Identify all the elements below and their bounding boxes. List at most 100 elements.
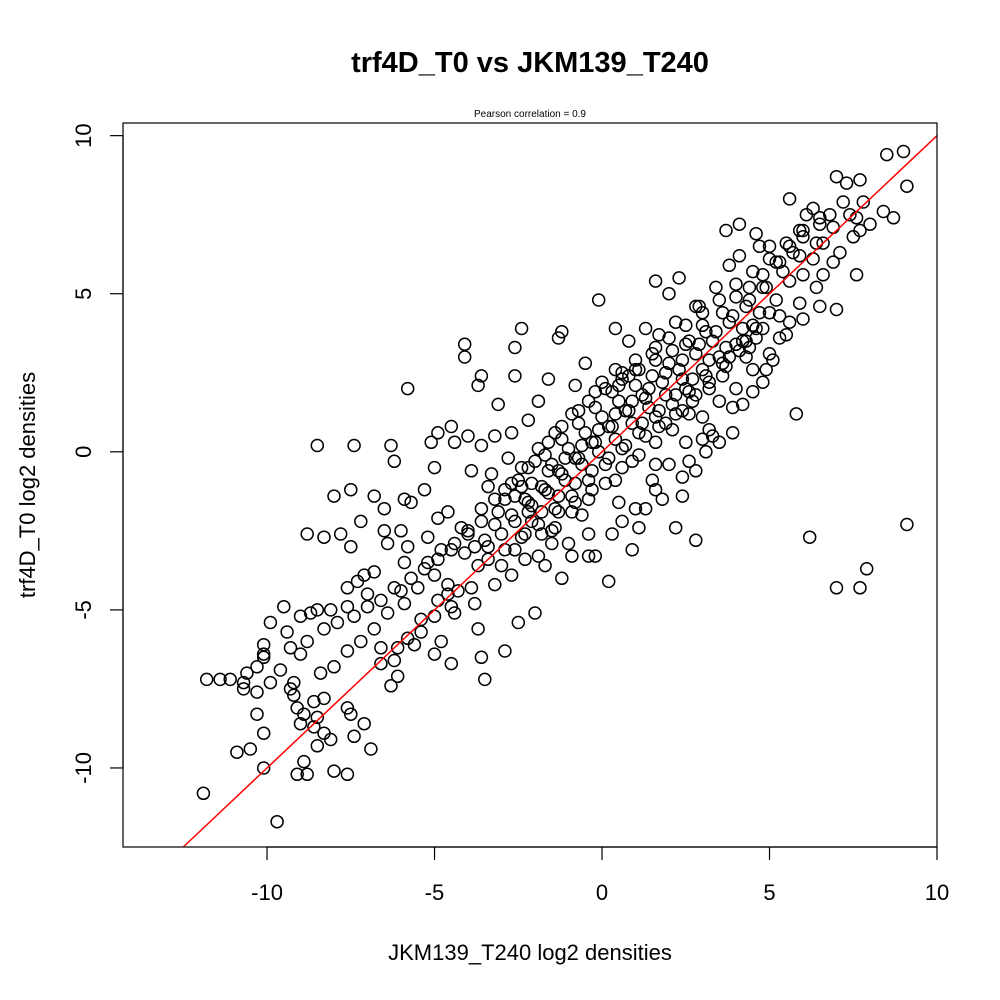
data-point [504,426,519,440]
data-point [628,353,643,367]
data-point [521,460,536,475]
data-point [387,581,402,595]
y-tick-label: -10 [71,752,96,784]
data-point [330,615,345,630]
data-point [581,492,596,506]
data-point [347,438,361,453]
data-point [471,558,485,573]
data-point [772,331,787,345]
data-point [685,394,700,408]
data-point [809,280,824,295]
data-point [608,473,623,488]
data-point [441,587,455,601]
data-point [729,381,743,396]
data-point [404,495,418,510]
data-point [504,476,519,491]
y-tick-label: 5 [71,288,96,300]
data-point [565,505,579,519]
data-point [555,432,569,446]
data-point [397,596,412,611]
data-point [632,426,646,440]
data-point [340,644,355,658]
data-point [350,574,365,589]
data-point [367,489,381,503]
data-point [782,315,797,329]
data-point [585,464,599,478]
data-point [354,514,368,529]
data-point [719,223,733,238]
data-point [601,451,616,465]
data-point [665,343,680,358]
data-point [223,672,237,687]
data-point [645,473,660,488]
data-point [236,675,251,690]
data-point [648,410,663,424]
data-point [461,527,475,541]
data-point [796,268,810,282]
data-point [829,169,844,184]
data-point [662,457,676,472]
data-point [679,337,693,352]
data-point [595,410,609,424]
data-point [494,558,509,573]
data-point [461,524,475,538]
data-point [658,366,673,380]
data-point [752,239,767,254]
data-point [256,650,271,665]
data-point [725,309,740,323]
data-point [843,207,857,222]
data-point [782,239,797,254]
data-point [689,347,703,361]
data-point [742,293,757,307]
data-point [638,391,653,405]
data-point [591,422,606,437]
data-point [541,372,556,386]
data-point [625,394,639,408]
data-point [571,416,586,431]
data-point [501,451,515,465]
data-point [816,268,830,282]
data-point [638,429,653,443]
data-point [645,369,660,383]
data-point [856,195,871,209]
data-point [555,571,569,586]
data-point [521,505,536,519]
data-point [682,407,696,421]
data-point [427,647,442,661]
data-point [508,543,522,557]
data-point [675,353,690,367]
data-point [859,562,874,576]
data-point [689,464,703,478]
data-point [344,482,358,497]
data-point [397,492,412,506]
data-point [655,375,670,389]
data-point [313,666,328,680]
data-point [668,520,683,535]
data-point [277,599,291,614]
data-point [816,236,830,250]
data-point [250,707,264,721]
x-tick-label: 10 [925,880,949,905]
data-point [612,495,626,510]
data-point [746,362,760,377]
data-point [732,343,747,358]
data-point [709,280,723,295]
data-point [344,539,358,554]
data-point [213,672,227,687]
data-point [675,372,690,386]
data-point [565,549,579,563]
data-point [561,536,576,551]
data-point [380,606,395,620]
data-point [722,258,737,273]
data-point [541,464,556,478]
data-point [478,533,492,548]
data-point [447,606,462,620]
data-point [414,625,428,639]
x-tick-label: 5 [763,880,775,905]
data-point [826,255,840,269]
data-point [377,524,392,538]
data-point [256,726,271,740]
data-point [578,426,593,440]
data-point [303,606,318,620]
data-point [789,407,804,421]
